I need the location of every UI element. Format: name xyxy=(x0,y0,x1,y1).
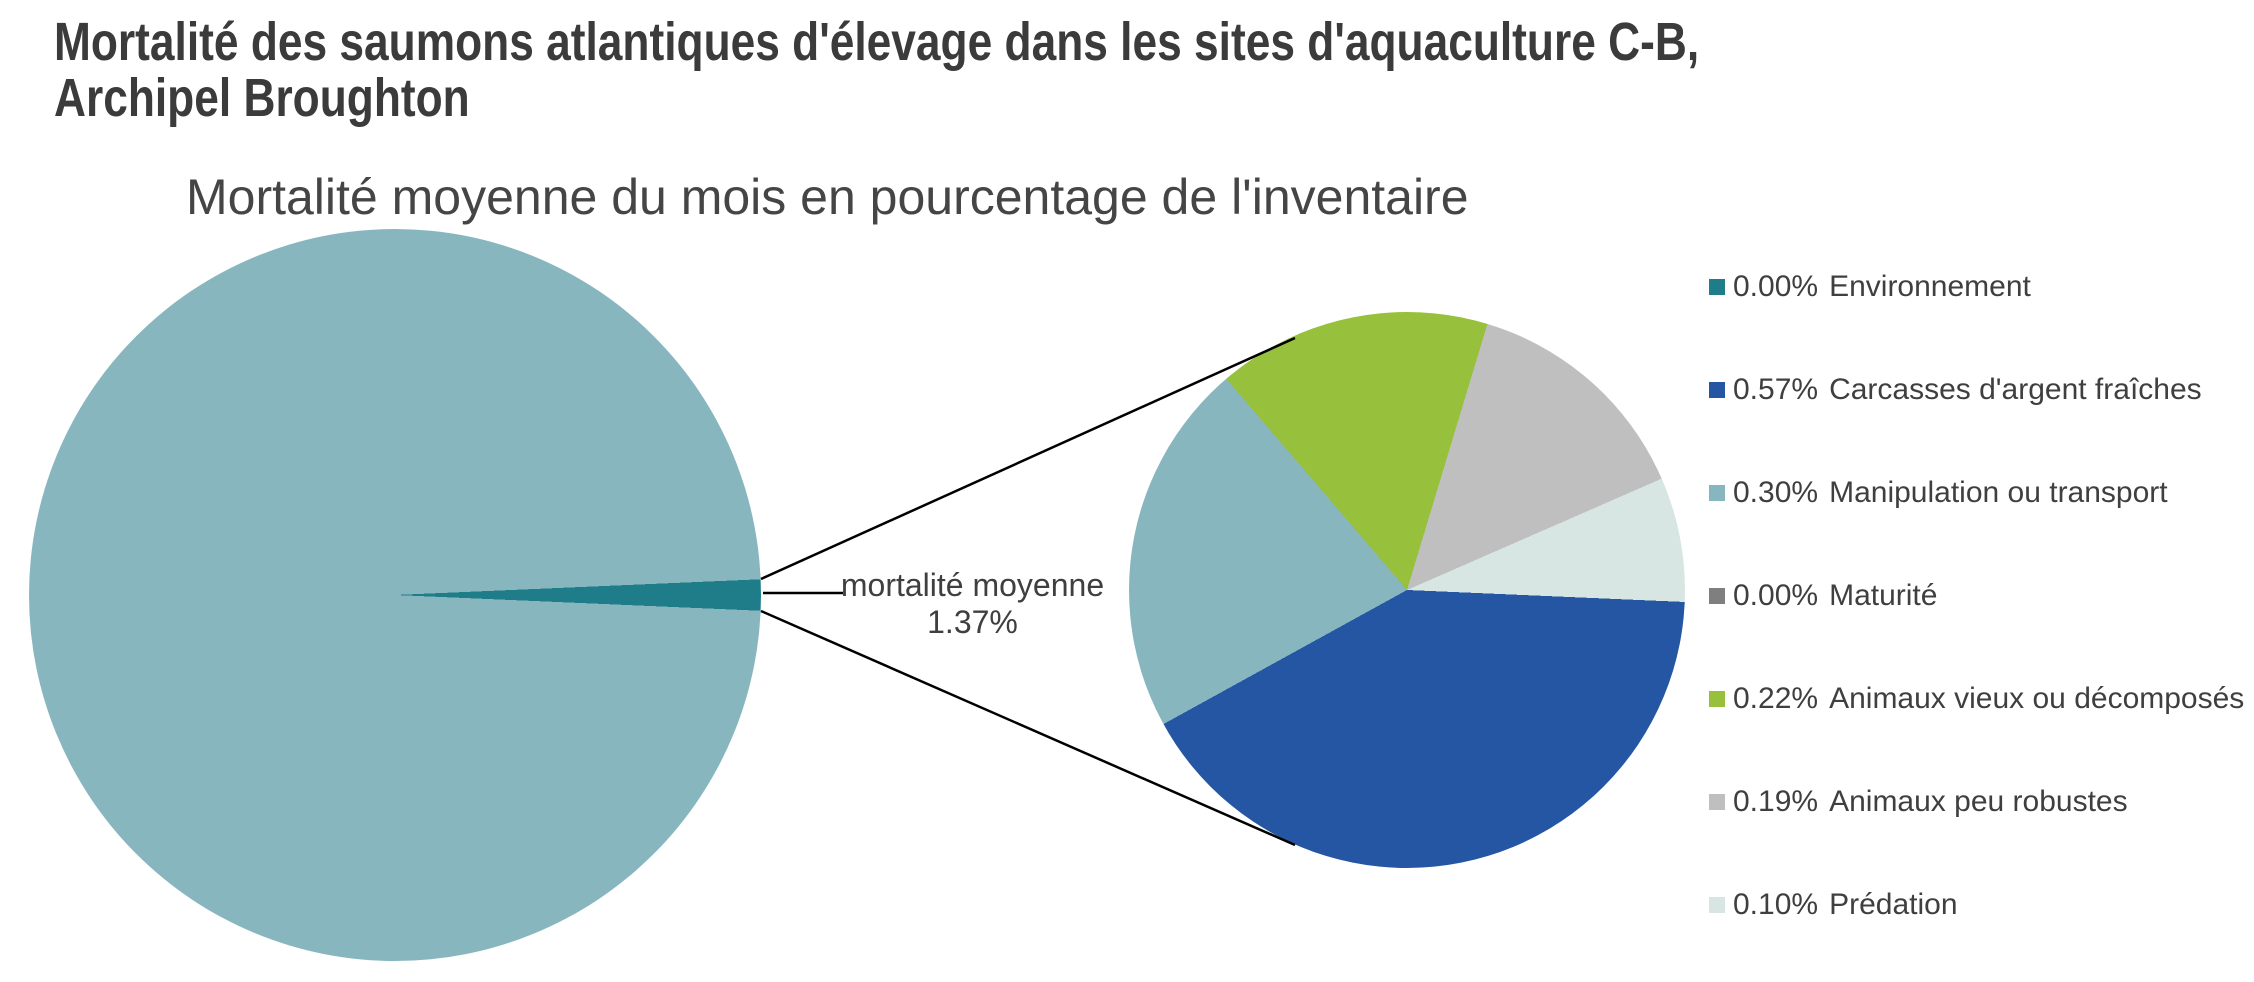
legend-swatch-icon xyxy=(1709,588,1725,604)
legend-value: 0.00% xyxy=(1733,270,1819,303)
legend-item: 0.57% Carcasses d'argent fraîches xyxy=(1709,373,2202,407)
legend-value: 0.00% xyxy=(1733,579,1819,612)
page-title-line1: Mortalité des saumons atlantiques d'élev… xyxy=(54,12,1700,72)
legend-value: 0.10% xyxy=(1733,888,1819,921)
legend-label: Maturité xyxy=(1829,579,1938,612)
legend-value: 0.22% xyxy=(1733,682,1819,715)
legend-item: 0.00% Environnement xyxy=(1709,270,2031,304)
legend-swatch-icon xyxy=(1709,279,1725,295)
legend-label: Animaux peu robustes xyxy=(1829,785,2128,818)
secondary-pie xyxy=(1129,312,1685,868)
legend-label: Prédation xyxy=(1829,888,1958,921)
callout-value: 1.37% xyxy=(927,604,1018,640)
legend-item: 0.30% Manipulation ou transport xyxy=(1709,476,2168,510)
legend-label: Carcasses d'argent fraîches xyxy=(1829,373,2202,406)
legend-swatch-icon xyxy=(1709,691,1725,707)
main-pie xyxy=(29,229,761,961)
legend-item: 0.22% Animaux vieux ou décomposés xyxy=(1709,682,2244,716)
legend-label: Manipulation ou transport xyxy=(1829,476,2168,509)
legend-label: Environnement xyxy=(1829,270,2031,303)
legend-value: 0.30% xyxy=(1733,476,1819,509)
chart-subtitle: Mortalité moyenne du mois en pourcentage… xyxy=(186,169,1469,225)
legend-label: Animaux vieux ou décomposés xyxy=(1829,682,2245,715)
legend-value: 0.19% xyxy=(1733,785,1819,818)
callout-text: mortalité moyenne xyxy=(840,567,1105,603)
legend-item: 0.00% Maturité xyxy=(1709,579,1937,613)
chart-legend: 0.00% Environnement 0.57% Carcasses d'ar… xyxy=(1709,0,2254,982)
page-title: Mortalité des saumons atlantiques d'élev… xyxy=(54,14,1699,126)
legend-swatch-icon xyxy=(1709,897,1725,913)
legend-item: 0.10% Prédation xyxy=(1709,888,1958,922)
legend-value: 0.57% xyxy=(1733,373,1819,406)
page-title-line2: Archipel Broughton xyxy=(54,68,470,128)
legend-swatch-icon xyxy=(1709,485,1725,501)
legend-swatch-icon xyxy=(1709,794,1725,810)
legend-item: 0.19% Animaux peu robustes xyxy=(1709,785,2128,819)
mortality-callout: mortalité moyenne 1.37% xyxy=(830,567,1115,641)
legend-swatch-icon xyxy=(1709,382,1725,398)
